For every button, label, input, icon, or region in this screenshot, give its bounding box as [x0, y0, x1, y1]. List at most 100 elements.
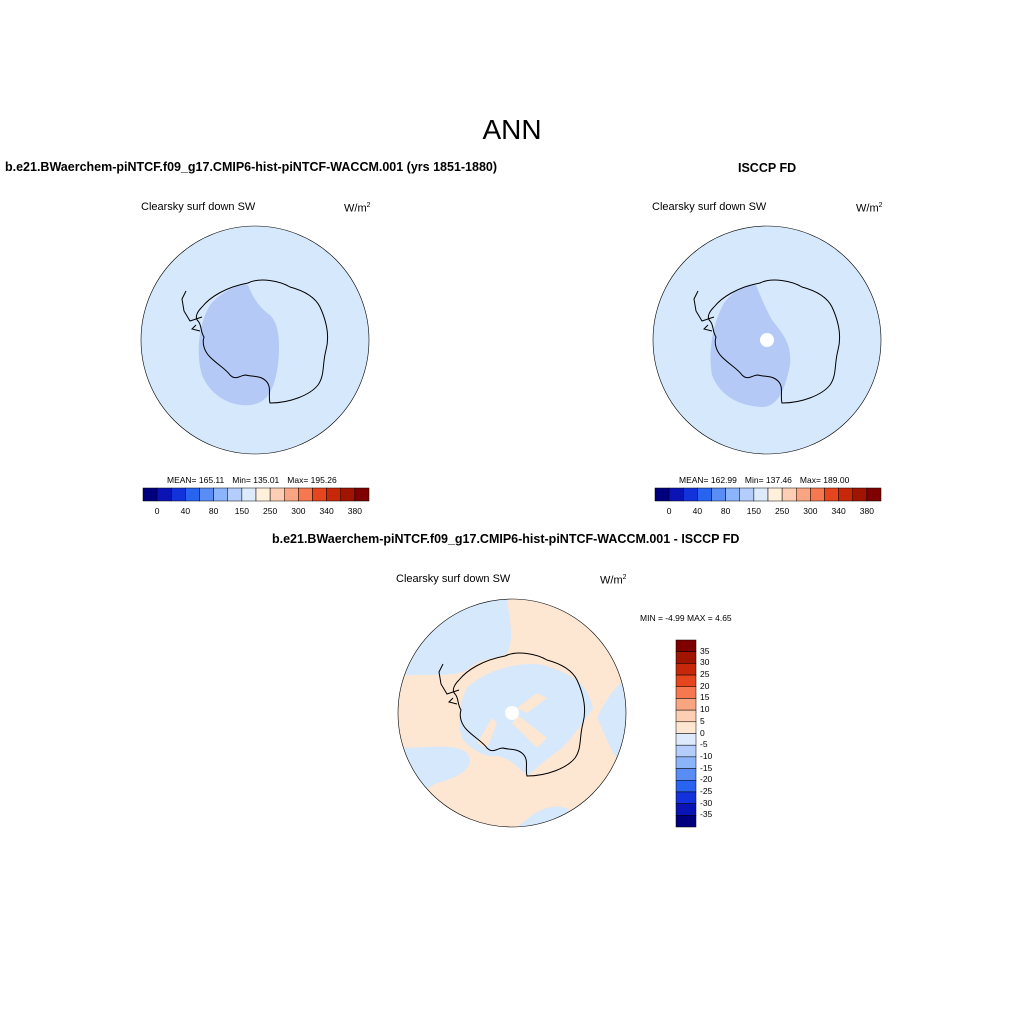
- panel1-colorbar-swatch: [213, 487, 228, 502]
- panel2-colorbar-swatch: [753, 487, 769, 502]
- panel2-colorbar-swatch: [711, 487, 726, 502]
- panel1-colorbar-swatch: [354, 487, 370, 502]
- panel2-colorbar-swatch: [739, 487, 755, 502]
- diff-colorbar-tick-label: 25: [700, 669, 710, 680]
- panel2-colorbar-tick-label: 380: [859, 506, 874, 516]
- panel1-colorbar-swatch: [142, 487, 158, 502]
- diff-colorbar-tick-label: -30: [700, 797, 713, 808]
- panel2-colorbar-swatch: [866, 487, 882, 502]
- panel3-units: W/m2: [600, 574, 627, 587]
- panel2-colorbar-labels: 0 40 80 150 250 300 340 380: [655, 506, 881, 518]
- diff-colorbar-swatch: [675, 663, 697, 676]
- panel2-units: W/m2: [856, 202, 883, 215]
- diff-colorbar-tick-label: -10: [700, 750, 713, 761]
- panel2-variable-label: Clearsky surf down SW: [652, 201, 767, 213]
- panel1-west-antarctic-field: [198, 284, 280, 406]
- panel2-colorbar-swatch: [654, 487, 670, 502]
- diff-colorbar-swatch: [675, 815, 697, 828]
- panel3-negative-field-interior: [459, 664, 593, 776]
- panel2-antarctica-coastline: [707, 279, 841, 404]
- diff-colorbar-swatch: [675, 709, 697, 723]
- diff-colorbar-tick-label: -25: [700, 785, 713, 796]
- panel2-colorbar-tick-label: 40: [692, 506, 703, 516]
- panel2-colorbar-swatch: [781, 487, 797, 502]
- diff-colorbar-swatch: [675, 674, 697, 687]
- diff-colorbar-swatch: [675, 768, 697, 781]
- panel1-colorbar-swatch: [227, 487, 243, 502]
- diff-colorbar-swatch: [675, 744, 697, 758]
- diff-colorbar-tick-label: 35: [700, 645, 710, 656]
- diff-colorbar-tick-label: 30: [700, 657, 710, 668]
- panel1-colorbar-swatch: [284, 487, 299, 502]
- panel2-west-antarctic-field: [710, 284, 791, 407]
- diff-colorbar-swatch: [675, 651, 697, 664]
- panel2-max: Max= 189.00: [799, 475, 850, 485]
- panel1-colorbar-swatch: [185, 487, 200, 502]
- diff-colorbar-swatch: [675, 791, 697, 804]
- panel2-colorbar-swatch: [852, 487, 868, 502]
- panel1-min: Min= 135.01: [232, 475, 280, 485]
- panel1-colorbar-swatch: [171, 487, 186, 502]
- panel3-positive-field-interior-ross: [477, 693, 547, 748]
- diff-colorbar-swatch: [675, 721, 697, 734]
- panel1-max: Max= 195.26: [287, 475, 337, 485]
- panel2-colorbar-swatch: [767, 487, 783, 502]
- panel2-polar-gap: [760, 333, 774, 347]
- panel3-minmax: MIN = -4.99 MAX = 4.65: [640, 613, 732, 623]
- panel1-colorbar-tick-label: 300: [291, 506, 306, 516]
- panel2-colorbar: [654, 487, 882, 502]
- panel2-colorbar-swatch: [838, 487, 853, 502]
- panel2-stats: MEAN= 162.99 Min= 137.46 Max= 189.00: [679, 475, 857, 485]
- panel1-colorbar-tick-label: 40: [180, 506, 191, 516]
- panel2-colorbar-swatch: [725, 487, 740, 502]
- diff-colorbar: [675, 639, 697, 828]
- panel2-colorbar-tick-label: 0: [666, 506, 672, 516]
- diff-colorbar-swatch: [675, 639, 697, 652]
- panel3-map: [397, 598, 627, 828]
- panel2-colorbar-tick-label: 340: [831, 506, 846, 516]
- panel3-variable-label: Clearsky surf down SW: [396, 573, 511, 585]
- panel2-colorbar-swatch: [683, 487, 698, 502]
- panel1-colorbar-tick-label: 0: [154, 506, 160, 516]
- panel3-title: b.e21.BWaerchem-piNTCF.f09_g17.CMIP6-his…: [272, 532, 740, 546]
- panel1-colorbar: [142, 487, 370, 502]
- panel1-colorbar-swatch: [269, 487, 285, 502]
- panel1-peninsula-coastline: [181, 290, 203, 332]
- panel1-colorbar-swatch: [241, 487, 257, 502]
- panel2-peninsula-coastline: [693, 290, 715, 332]
- panel3-peninsula-coastline: [438, 663, 460, 705]
- diff-colorbar-tick-label: 20: [700, 680, 710, 691]
- panel2-map-boundary: [652, 225, 882, 455]
- panel1-colorbar-tick-label: 80: [208, 506, 219, 516]
- panel2-colorbar-tick-label: 300: [803, 506, 818, 516]
- panel1-title: b.e21.BWaerchem-piNTCF.f09_g17.CMIP6-his…: [5, 160, 498, 174]
- panel2-colorbar-swatch: [810, 487, 825, 502]
- diff-colorbar-labels: 35 30 25 20 15 10 5 0 -5 -10 -15 -20 -25 -30 -35: [700, 640, 740, 827]
- panel1-colorbar-labels: 0 40 80 150 250 300 340 380: [143, 506, 369, 518]
- diff-colorbar-tick-label: 0: [700, 727, 705, 738]
- diff-colorbar-tick-label: 5: [700, 715, 705, 726]
- panel1-colorbar-swatch: [326, 487, 341, 502]
- panel3-map-boundary: [397, 598, 627, 828]
- panel2-colorbar-swatch: [697, 487, 712, 502]
- panel1-colorbar-swatch: [340, 487, 356, 502]
- diff-colorbar-swatch: [675, 733, 697, 746]
- panel3-negative-field-east: [597, 678, 626, 768]
- panel2-colorbar-tick-label: 150: [746, 506, 761, 516]
- panel2-min: Min= 137.46: [744, 475, 792, 485]
- panel1-colorbar-tick-label: 380: [347, 506, 362, 516]
- panel1-colorbar-swatch: [298, 487, 313, 502]
- panel1-colorbar-tick-label: 150: [234, 506, 249, 516]
- diff-colorbar-tick-label: -20: [700, 774, 713, 785]
- panel2-colorbar-tick-label: 80: [720, 506, 731, 516]
- main-title: ANN: [482, 114, 542, 145]
- panel2-title: ISCCP FD: [738, 161, 797, 175]
- panel3-antarctica-coastline: [452, 652, 586, 777]
- panel1-colorbar-swatch: [199, 487, 214, 502]
- panel1-variable-label: Clearsky surf down SW: [141, 201, 256, 213]
- panel1-colorbar-swatch: [255, 487, 271, 502]
- panel1-map: [140, 225, 370, 455]
- diff-colorbar-swatch: [675, 780, 697, 793]
- panel1-map-boundary: [140, 225, 370, 455]
- panel2-colorbar-swatch: [796, 487, 811, 502]
